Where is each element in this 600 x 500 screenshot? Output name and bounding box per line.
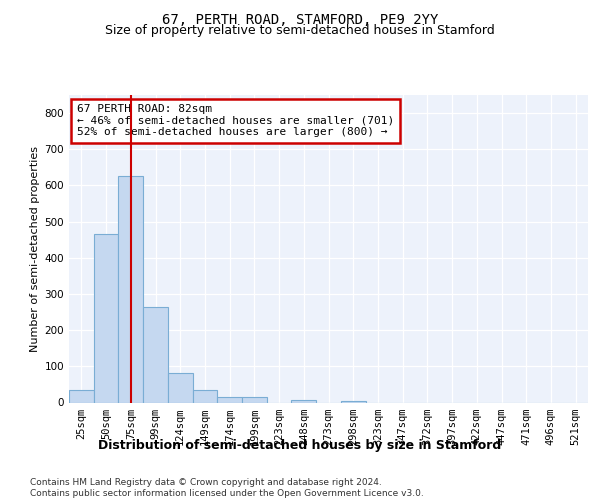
Bar <box>94 234 118 402</box>
Bar <box>217 397 242 402</box>
Text: Size of property relative to semi-detached houses in Stamford: Size of property relative to semi-detach… <box>105 24 495 37</box>
Text: Distribution of semi-detached houses by size in Stamford: Distribution of semi-detached houses by … <box>98 440 502 452</box>
Text: Contains HM Land Registry data © Crown copyright and database right 2024.
Contai: Contains HM Land Registry data © Crown c… <box>30 478 424 498</box>
Bar <box>193 390 217 402</box>
Text: 67 PERTH ROAD: 82sqm
← 46% of semi-detached houses are smaller (701)
52% of semi: 67 PERTH ROAD: 82sqm ← 46% of semi-detac… <box>77 104 394 138</box>
Bar <box>292 400 316 402</box>
Y-axis label: Number of semi-detached properties: Number of semi-detached properties <box>31 146 40 352</box>
Bar <box>69 390 94 402</box>
Bar <box>242 397 267 402</box>
Bar <box>118 176 143 402</box>
Text: 67, PERTH ROAD, STAMFORD, PE9 2YY: 67, PERTH ROAD, STAMFORD, PE9 2YY <box>162 12 438 26</box>
Bar <box>143 306 168 402</box>
Bar <box>341 400 365 402</box>
Bar <box>168 373 193 402</box>
